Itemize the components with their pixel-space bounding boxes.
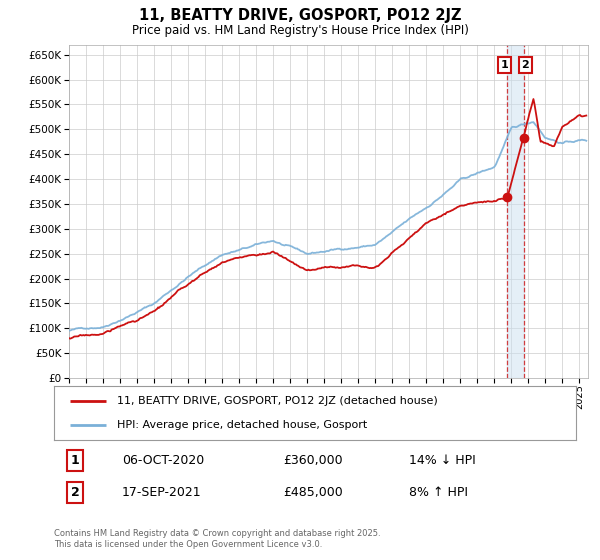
Text: 11, BEATTY DRIVE, GOSPORT, PO12 2JZ (detached house): 11, BEATTY DRIVE, GOSPORT, PO12 2JZ (det… xyxy=(116,396,437,406)
Text: 2: 2 xyxy=(71,486,79,500)
Text: 17-SEP-2021: 17-SEP-2021 xyxy=(122,486,202,500)
Text: 06-OCT-2020: 06-OCT-2020 xyxy=(122,454,204,467)
Text: 14% ↓ HPI: 14% ↓ HPI xyxy=(409,454,476,467)
Bar xyxy=(508,45,524,378)
Text: 11, BEATTY DRIVE, GOSPORT, PO12 2JZ: 11, BEATTY DRIVE, GOSPORT, PO12 2JZ xyxy=(139,8,461,24)
Text: 2: 2 xyxy=(521,60,529,70)
Text: Price paid vs. HM Land Registry's House Price Index (HPI): Price paid vs. HM Land Registry's House … xyxy=(131,24,469,36)
Text: £360,000: £360,000 xyxy=(284,454,343,467)
Text: £485,000: £485,000 xyxy=(284,486,343,500)
Text: 1: 1 xyxy=(71,454,79,467)
Text: Contains HM Land Registry data © Crown copyright and database right 2025.
This d: Contains HM Land Registry data © Crown c… xyxy=(54,529,380,549)
Text: 1: 1 xyxy=(501,60,509,70)
Text: 8% ↑ HPI: 8% ↑ HPI xyxy=(409,486,468,500)
Text: HPI: Average price, detached house, Gosport: HPI: Average price, detached house, Gosp… xyxy=(116,420,367,430)
